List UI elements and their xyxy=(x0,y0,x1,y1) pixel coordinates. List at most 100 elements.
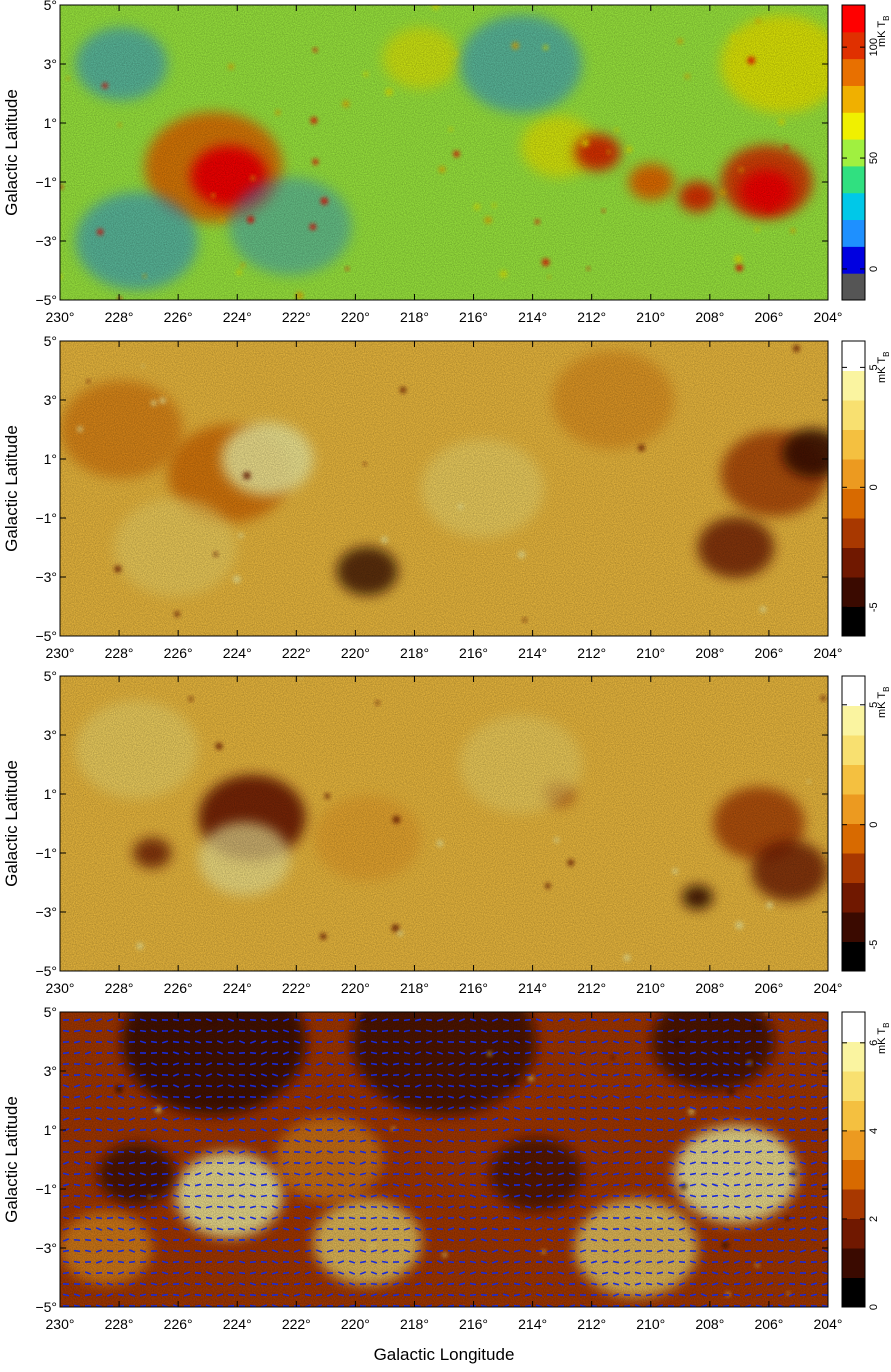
polarization-vector xyxy=(492,1174,498,1175)
polarization-vector xyxy=(151,1195,157,1196)
polarization-vector xyxy=(305,1152,311,1153)
polarization-vector xyxy=(668,1097,674,1098)
polarization-vector xyxy=(668,1130,674,1131)
polarization-vector xyxy=(756,1251,762,1252)
polarization-vector xyxy=(569,1064,575,1065)
polarization-vector xyxy=(74,1251,80,1252)
polarization-vector xyxy=(129,1262,135,1263)
polarization-vector xyxy=(514,1152,520,1153)
polarization-vector xyxy=(118,1108,124,1109)
polarization-vector xyxy=(393,1294,399,1295)
polarization-vector xyxy=(514,1261,520,1262)
polarization-vector xyxy=(789,1228,795,1229)
colorbar-swatch xyxy=(842,1042,865,1072)
polarization-vector xyxy=(470,1163,476,1164)
polarization-vector xyxy=(624,1031,630,1032)
polarization-vector xyxy=(459,1152,465,1153)
polarization-vector xyxy=(272,1108,278,1109)
polarization-vector xyxy=(514,1306,520,1307)
polarization-vector xyxy=(228,1306,234,1307)
polarization-vector xyxy=(723,1250,729,1251)
polarization-vector xyxy=(767,1239,773,1240)
polarization-vector xyxy=(217,1250,223,1251)
polarization-vector xyxy=(437,1294,443,1295)
polarization-vector xyxy=(118,1075,124,1076)
polarization-vector xyxy=(547,1074,553,1075)
polarization-vector xyxy=(107,1075,113,1076)
polarization-vector xyxy=(184,1020,190,1021)
colorbar-label-main: mK T xyxy=(876,692,888,718)
polarization-vector xyxy=(316,1229,322,1230)
colorbar-swatch xyxy=(842,1012,865,1042)
polarization-vector xyxy=(679,1294,685,1295)
x-tick-label: 208° xyxy=(695,309,724,325)
colorbar-swatch xyxy=(842,489,865,519)
polarization-vector xyxy=(723,1063,729,1064)
polarization-vector xyxy=(338,1207,344,1208)
polarization-vector xyxy=(580,1163,586,1164)
polarization-vector xyxy=(558,1295,564,1296)
polarization-vector xyxy=(118,1294,124,1295)
polarization-vector xyxy=(151,1262,157,1263)
polarization-vector xyxy=(173,1262,179,1263)
polarization-vector xyxy=(118,1240,124,1241)
polarization-vector xyxy=(613,1184,619,1185)
colorbar-swatch xyxy=(842,1101,865,1131)
polarization-vector xyxy=(767,1108,773,1109)
polarization-vector xyxy=(514,1229,520,1230)
y-tick-label: −3° xyxy=(35,1240,57,1256)
polarization-vector xyxy=(206,1097,212,1098)
colorbar-swatch xyxy=(842,273,865,300)
polarization-vector xyxy=(734,1052,740,1053)
polarization-vector xyxy=(140,1064,146,1065)
polarization-vector xyxy=(657,1173,663,1174)
colorbar-label: mK TB xyxy=(876,687,891,718)
polarization-vector xyxy=(624,1042,630,1043)
polarization-vector xyxy=(118,1086,124,1087)
polarization-vector xyxy=(624,1239,630,1240)
y-tick-label: 1° xyxy=(44,451,57,467)
polarization-vector xyxy=(239,1129,245,1130)
polarization-vector xyxy=(294,1283,300,1284)
x-tick-label: 214° xyxy=(518,645,547,661)
x-tick-label: 210° xyxy=(636,1316,665,1332)
x-tick-label: 210° xyxy=(636,309,665,325)
polarization-vector xyxy=(74,1240,80,1241)
polarization-vector xyxy=(404,1207,410,1208)
polarization-vector xyxy=(569,1107,575,1108)
x-tick-label: 228° xyxy=(105,309,134,325)
polarization-vector xyxy=(437,1151,443,1152)
polarization-vector xyxy=(591,1195,597,1196)
polarization-vector xyxy=(393,1063,399,1064)
colorbar-swatch xyxy=(842,883,865,913)
polarization-vector xyxy=(448,1262,454,1263)
polarization-vector xyxy=(602,1251,608,1252)
polarization-vector xyxy=(393,1141,399,1142)
y-tick-label: −5° xyxy=(35,1299,57,1315)
polarization-vector xyxy=(305,1262,311,1263)
polarization-vector xyxy=(734,1163,740,1164)
polarization-vector xyxy=(591,1206,597,1207)
polarization-vector xyxy=(162,1053,168,1054)
polarization-vector xyxy=(415,1042,421,1043)
polarization-vector xyxy=(261,1097,267,1098)
polarization-vector xyxy=(734,1031,740,1032)
polarization-vector xyxy=(393,1218,399,1219)
polarization-vector xyxy=(701,1064,707,1065)
y-tick-label: 5° xyxy=(44,668,57,684)
polarization-vector xyxy=(668,1075,674,1076)
polarization-vector xyxy=(448,1086,454,1087)
polarization-vector xyxy=(140,1163,146,1164)
polarization-vector xyxy=(789,1185,795,1186)
polarization-vector xyxy=(668,1053,674,1054)
polarization-vector xyxy=(173,1141,179,1142)
y-axis-label: Galactic Latitude xyxy=(2,89,21,216)
polarization-vector xyxy=(96,1108,102,1109)
colorbar-label-sub: B xyxy=(882,352,891,357)
polarization-vector xyxy=(217,1207,223,1208)
polarization-vector xyxy=(393,1075,399,1076)
x-tick-label: 216° xyxy=(459,980,488,996)
polarization-vector xyxy=(338,1031,344,1032)
polarization-vector xyxy=(327,1261,333,1262)
polarization-vector xyxy=(734,1075,740,1076)
